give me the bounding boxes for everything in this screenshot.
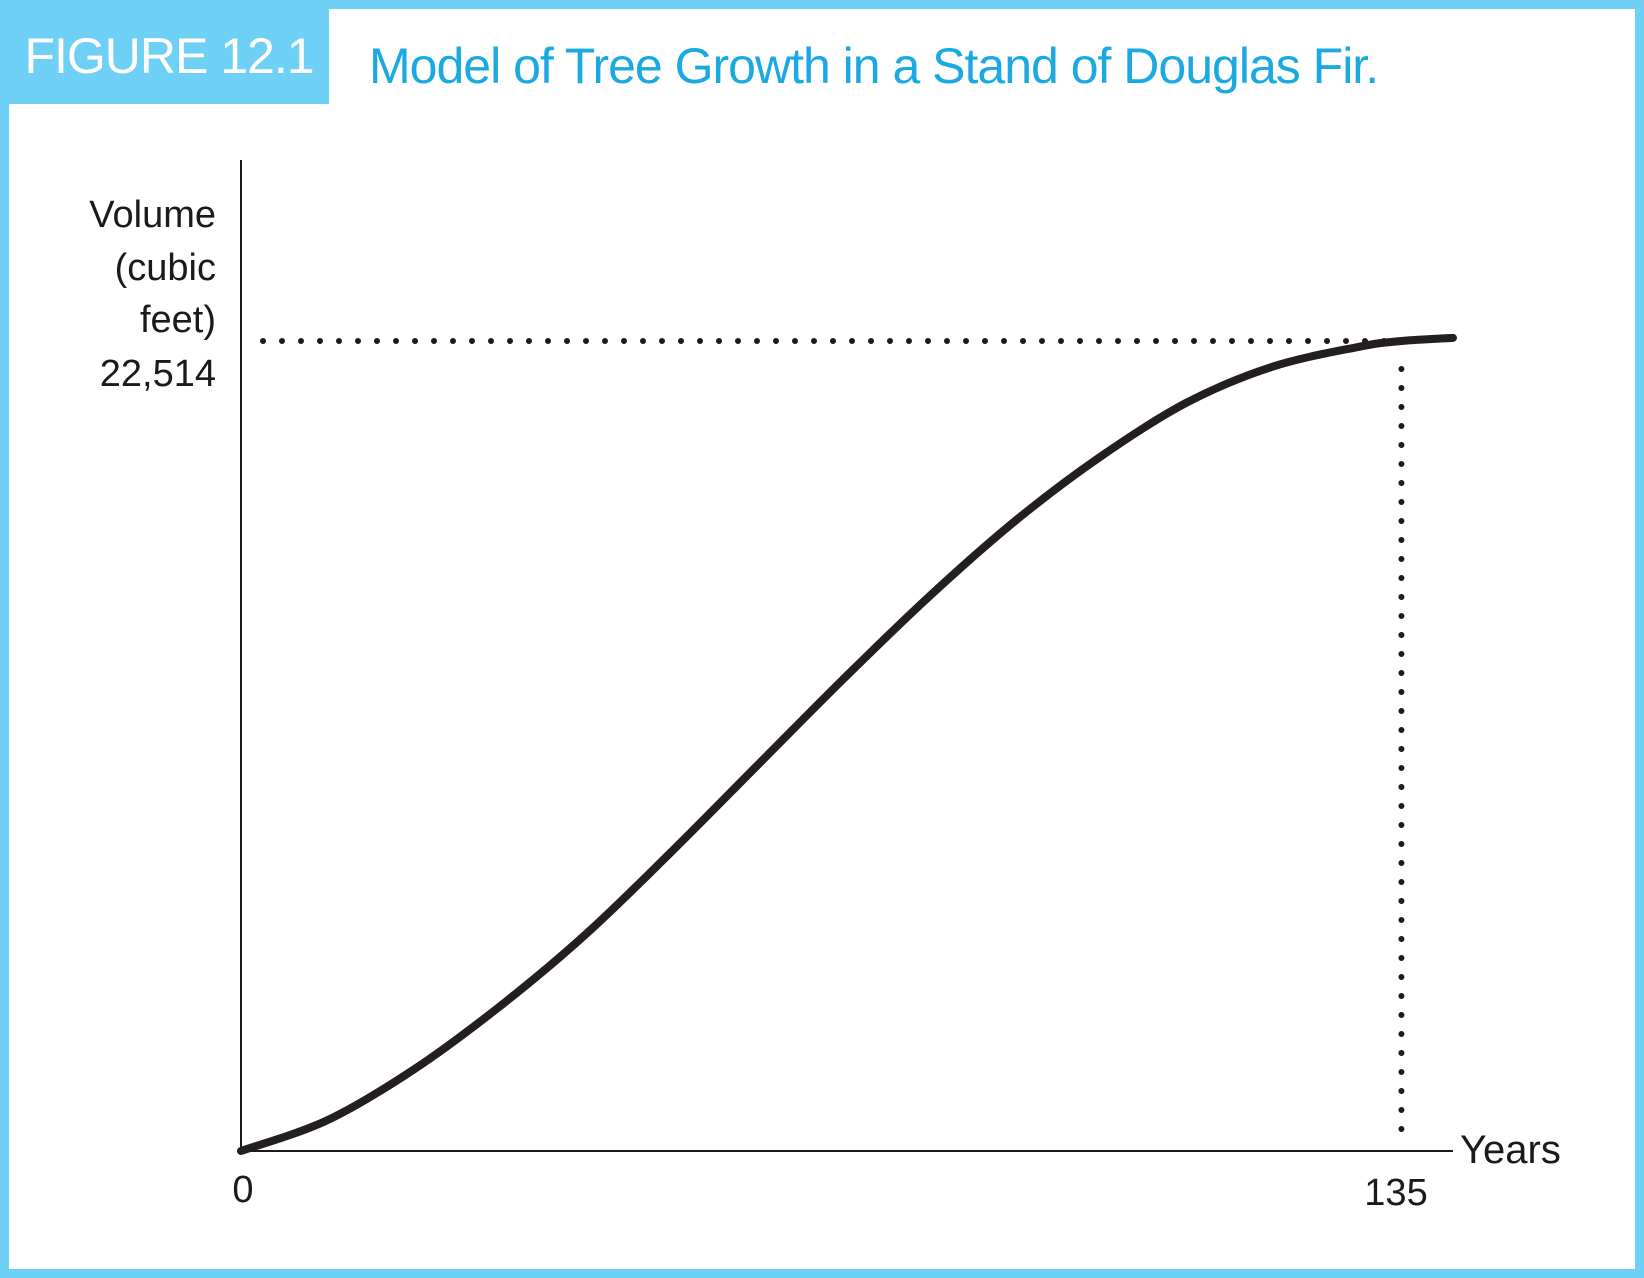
curve-layer [237,333,1457,1155]
figure-label: FIGURE 12.1 [9,9,329,104]
chart-axes [240,160,1453,1152]
growth-curve [237,333,1457,1155]
x-tick-label-0: 0 [232,1169,253,1211]
y-axis-label-line-2: (cubic [115,247,216,289]
y-axis-label-line-3: feet) [140,299,216,341]
figure-title: Model of Tree Growth in a Stand of Dougl… [369,38,1379,94]
x-axis-label: Years [1460,1128,1561,1172]
x-tick-label-135: 135 [1364,1172,1427,1214]
y-axis-label-line-1: Volume [89,194,216,236]
axis-labels: Volume (cubic feet) 22,514 Years 0 135 [89,194,1561,1214]
reference-lines [260,338,1405,1134]
y-tick-label: 22,514 [100,353,216,395]
